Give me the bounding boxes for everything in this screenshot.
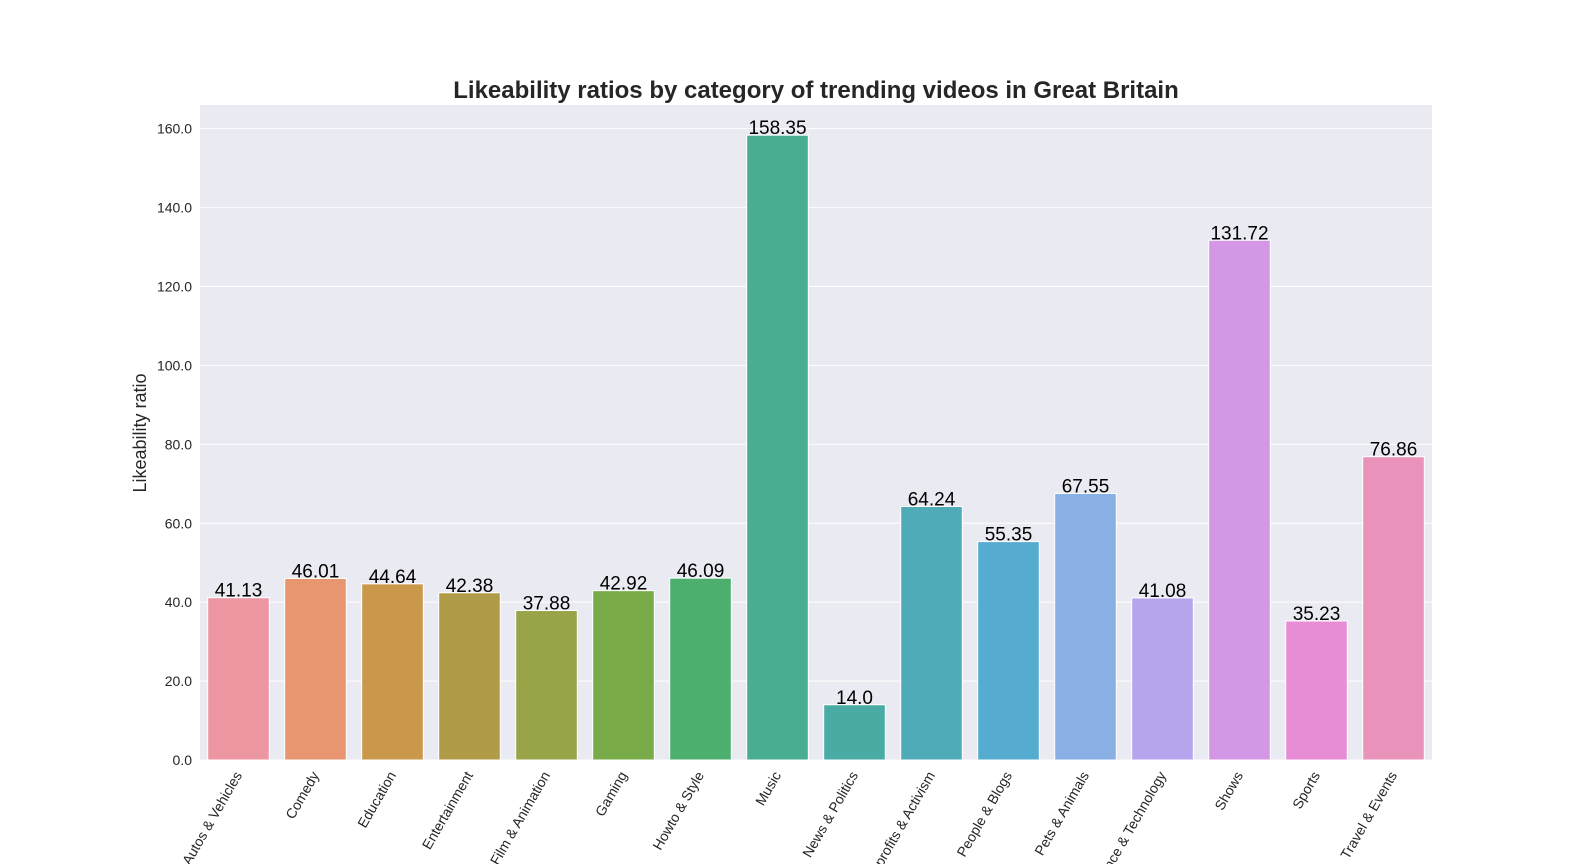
data-label: 158.35 xyxy=(748,118,806,139)
bar xyxy=(284,577,347,761)
data-label: 46.09 xyxy=(677,561,725,582)
y-tick-label: 20.0 xyxy=(165,673,192,689)
data-label: 44.64 xyxy=(369,567,417,588)
data-label: 42.38 xyxy=(446,576,494,597)
x-tick-label: Shows xyxy=(1211,769,1246,813)
bar xyxy=(1054,492,1117,761)
y-axis-ticks: 0.0 20.0 40.0 60.0 80.0 100.0 120.0 140.0 160.0 xyxy=(157,121,192,768)
data-label: 41.08 xyxy=(1139,581,1187,602)
bar xyxy=(669,577,732,761)
data-label: 55.35 xyxy=(985,525,1033,546)
bar xyxy=(361,583,424,761)
data-label: 14.0 xyxy=(836,688,873,709)
data-label: 64.24 xyxy=(908,490,956,511)
x-tick-label: Howto & Style xyxy=(649,768,707,852)
y-axis-label: Likeability ratio xyxy=(130,373,150,492)
y-tick-label: 100.0 xyxy=(157,357,192,373)
x-tick-label: Travel & Events xyxy=(1337,769,1400,862)
bar xyxy=(1362,456,1425,761)
x-tick-label: Music xyxy=(752,769,784,809)
data-label: 42.92 xyxy=(600,574,648,595)
y-tick-label: 140.0 xyxy=(157,200,192,216)
data-labels: 41.13 46.01 44.64 42.38 37.88 42.92 46.09 158.3… xyxy=(215,118,1418,709)
x-tick-label: Autos & Vehicles xyxy=(179,769,245,864)
data-label: 76.86 xyxy=(1370,440,1418,461)
bar xyxy=(515,610,578,761)
data-label: 35.23 xyxy=(1293,604,1341,625)
data-label: 131.72 xyxy=(1210,223,1268,244)
x-tick-label: People & Blogs xyxy=(953,769,1015,860)
x-tick-label: Education xyxy=(354,769,399,831)
bar xyxy=(592,590,655,761)
y-tick-label: 60.0 xyxy=(165,515,192,531)
bar xyxy=(823,704,886,761)
bar xyxy=(1208,239,1271,761)
y-tick-label: 120.0 xyxy=(157,279,192,295)
x-tick-label: Entertainment xyxy=(419,768,476,852)
y-tick-label: 0.0 xyxy=(173,752,193,768)
x-tick-label: Nonprofits & Activism xyxy=(858,769,938,864)
chart-title: Likeability ratios by category of trendi… xyxy=(453,77,1179,104)
x-tick-label: Pets & Animals xyxy=(1031,769,1092,859)
data-label: 67.55 xyxy=(1062,476,1110,497)
x-tick-label: Science & Technology xyxy=(1086,769,1169,864)
data-label: 37.88 xyxy=(523,594,571,615)
x-tick-label: Gaming xyxy=(592,769,630,819)
bar xyxy=(438,592,501,761)
data-label: 46.01 xyxy=(292,561,340,582)
x-tick-label: Film & Animation xyxy=(487,769,553,864)
x-tick-label: News & Politics xyxy=(799,769,861,861)
bar xyxy=(977,541,1040,761)
bars xyxy=(207,134,1425,761)
bar xyxy=(900,506,963,761)
bar xyxy=(1131,597,1194,761)
bar xyxy=(1285,620,1348,761)
x-tick-label: Comedy xyxy=(282,769,322,822)
y-tick-label: 160.0 xyxy=(157,121,192,137)
x-axis-ticks: Autos & Vehicles Comedy Education Entertain… xyxy=(179,768,1400,864)
bar xyxy=(746,134,809,761)
data-label: 41.13 xyxy=(215,581,263,602)
x-tick-label: Sports xyxy=(1289,769,1323,812)
bar xyxy=(207,597,270,761)
y-tick-label: 80.0 xyxy=(165,436,192,452)
y-tick-label: 40.0 xyxy=(165,594,192,610)
